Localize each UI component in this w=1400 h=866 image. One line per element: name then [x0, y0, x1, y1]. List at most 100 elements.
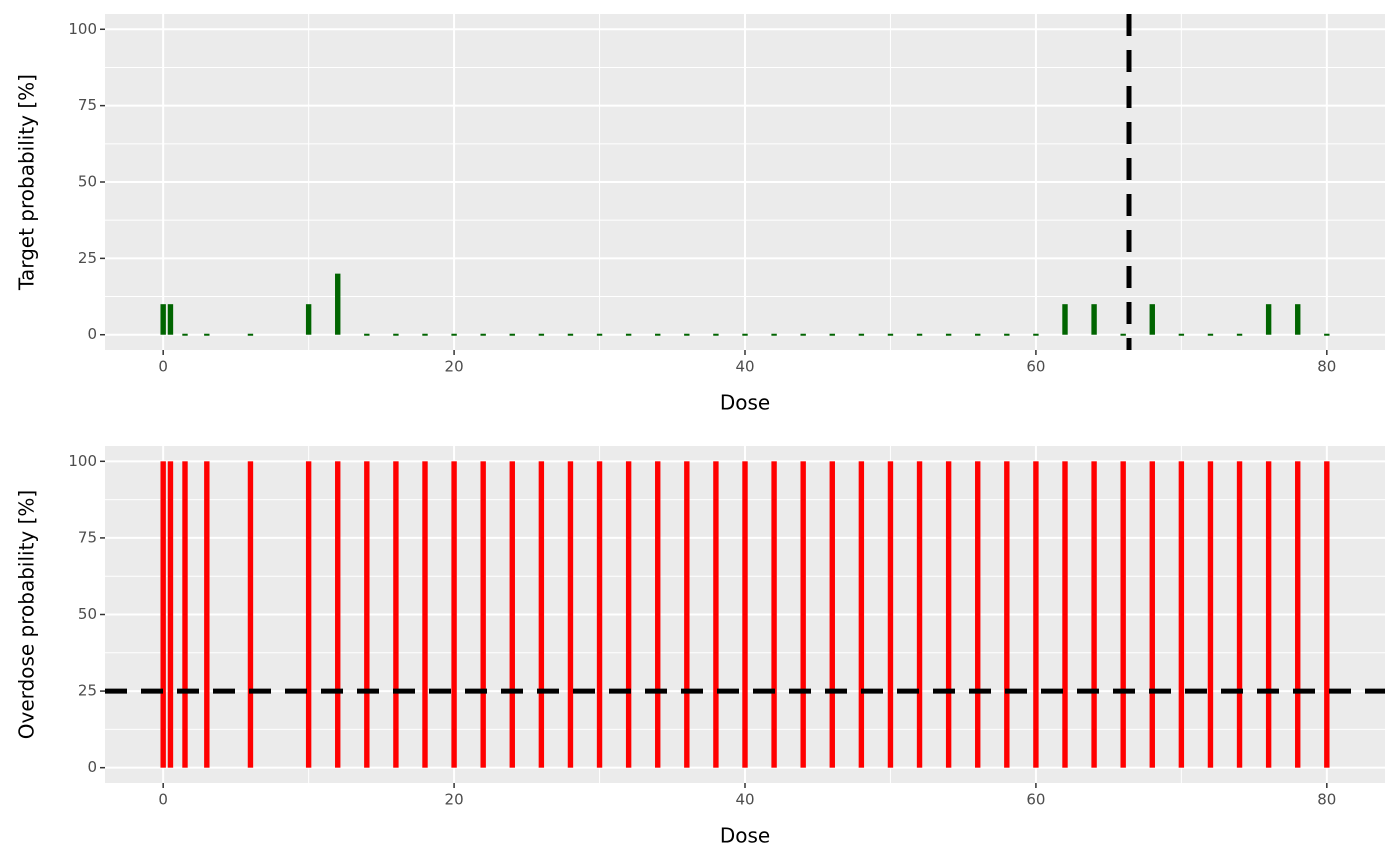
bar [655, 333, 661, 336]
bar [364, 461, 370, 768]
bar [1004, 333, 1010, 336]
bar [625, 461, 632, 768]
bar [1149, 461, 1155, 768]
bar [829, 333, 835, 336]
x-tick-label: 20 [445, 358, 464, 376]
bar [1178, 461, 1185, 768]
bar [975, 333, 981, 336]
y-tick-label: 75 [78, 528, 97, 546]
bar [916, 461, 923, 768]
bar [771, 461, 777, 768]
bar [713, 461, 719, 768]
bar [1033, 461, 1039, 768]
bar [247, 333, 254, 336]
x-tick-label: 80 [1317, 791, 1336, 809]
x-tick-label: 20 [445, 791, 464, 809]
bar [1033, 333, 1039, 336]
bar [684, 333, 690, 336]
y-tick-label: 25 [78, 249, 97, 267]
bar [182, 333, 188, 336]
bar [204, 461, 210, 768]
bar [887, 333, 894, 336]
bar [1062, 304, 1068, 335]
bar [160, 461, 166, 768]
bar [509, 461, 515, 768]
bar [1120, 333, 1126, 336]
bar [945, 461, 952, 768]
bar [422, 333, 428, 336]
bar [538, 333, 545, 336]
y-tick-label: 50 [78, 605, 97, 623]
bar [713, 333, 719, 336]
x-tick-label: 80 [1317, 358, 1336, 376]
bar [1295, 304, 1301, 335]
y-tick-label: 75 [78, 96, 97, 114]
bar [1149, 304, 1155, 335]
bar [945, 333, 952, 336]
y-tick-label: 0 [87, 758, 97, 776]
y-tick-label: 100 [68, 452, 97, 470]
bar [887, 461, 894, 768]
bar [858, 333, 865, 336]
bar [335, 461, 341, 768]
x-tick-label: 60 [1026, 791, 1045, 809]
x-axis-title: Dose [720, 391, 770, 415]
bar [916, 333, 923, 336]
y-tick-label: 0 [87, 325, 97, 343]
bar [596, 461, 603, 768]
bar [480, 461, 486, 768]
bar [393, 333, 399, 336]
bar [204, 333, 210, 336]
bar [625, 333, 632, 336]
bar [451, 333, 457, 336]
bar [305, 461, 312, 768]
bar [975, 461, 981, 768]
bar [567, 461, 574, 768]
bar [742, 333, 748, 336]
bar [684, 461, 690, 768]
bar [742, 461, 748, 768]
x-tick-label: 0 [158, 791, 168, 809]
bar [1236, 333, 1243, 336]
bar [335, 273, 341, 335]
bar [858, 461, 865, 768]
bar [771, 333, 777, 336]
bar [509, 333, 515, 336]
bar [538, 461, 545, 768]
bar [182, 461, 188, 768]
bar [1091, 304, 1097, 335]
y-axis-title: Target probability [%] [15, 74, 39, 291]
bar [1324, 461, 1330, 768]
x-tick-label: 0 [158, 358, 168, 376]
bar [1207, 461, 1214, 768]
bar [829, 461, 835, 768]
bar [800, 461, 806, 768]
bar [1236, 461, 1243, 768]
bar [364, 333, 370, 336]
bar [1178, 333, 1185, 336]
bar [393, 461, 399, 768]
y-tick-label: 25 [78, 682, 97, 700]
bar [1062, 461, 1068, 768]
bar [1207, 333, 1214, 336]
bar [1324, 333, 1330, 336]
bar [1265, 304, 1272, 335]
bar [1265, 461, 1272, 768]
x-axis-title: Dose [720, 824, 770, 848]
bar [1091, 461, 1097, 768]
bar [167, 304, 174, 335]
x-tick-label: 60 [1026, 358, 1045, 376]
x-tick-label: 40 [735, 791, 754, 809]
bar [480, 333, 486, 336]
y-tick-label: 100 [68, 20, 97, 38]
bar [247, 461, 254, 768]
bar [1295, 461, 1301, 768]
bar [567, 333, 574, 336]
bar [167, 461, 174, 768]
bar [596, 333, 603, 336]
bar [1120, 461, 1126, 768]
bar [305, 304, 312, 335]
x-tick-label: 40 [735, 358, 754, 376]
y-axis-title: Overdose probability [%] [15, 490, 39, 739]
